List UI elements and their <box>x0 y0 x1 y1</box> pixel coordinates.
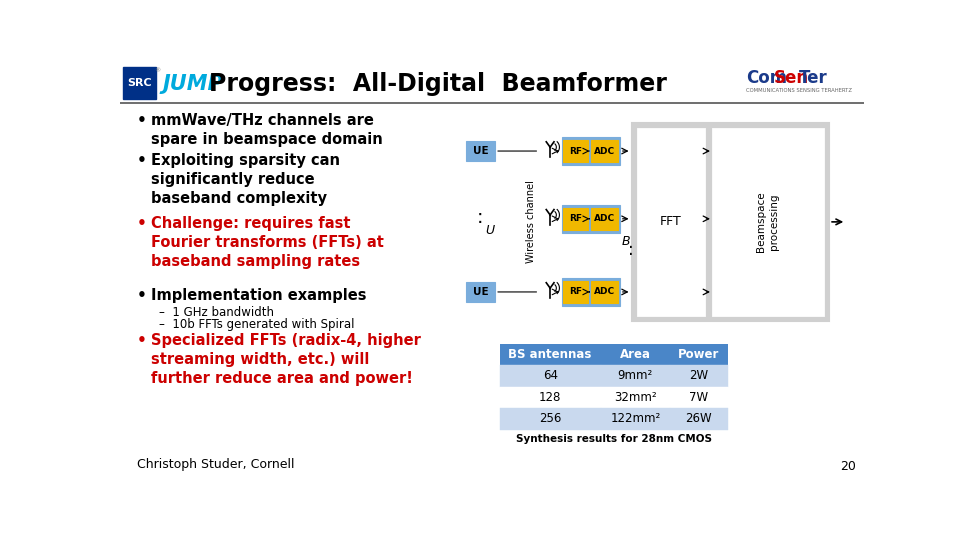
Text: ADC: ADC <box>594 146 615 156</box>
Bar <box>632 123 829 321</box>
Bar <box>601 343 670 365</box>
Text: Sen: Sen <box>774 69 808 87</box>
Bar <box>601 387 670 408</box>
Text: Challenge: requires fast
Fourier transforms (FFTs) at
baseband sampling rates: Challenge: requires fast Fourier transfo… <box>151 215 384 269</box>
Text: mmWave/THz channels are
spare in beamspace domain: mmWave/THz channels are spare in beamspa… <box>151 112 383 147</box>
Text: 20: 20 <box>840 460 856 473</box>
Text: ®: ® <box>155 69 160 73</box>
Text: BS antennas: BS antennas <box>509 348 591 361</box>
Bar <box>562 278 620 306</box>
Text: RF: RF <box>569 214 582 224</box>
Text: 128: 128 <box>539 391 562 404</box>
Text: Christoph Studer, Cornell: Christoph Studer, Cornell <box>137 458 295 471</box>
Text: 256: 256 <box>539 413 562 426</box>
Bar <box>466 282 495 302</box>
Bar <box>601 365 670 387</box>
Bar <box>562 205 620 233</box>
Bar <box>500 408 601 430</box>
Text: U: U <box>485 224 494 237</box>
Text: :: : <box>628 241 634 259</box>
Text: 122mm²: 122mm² <box>611 413 660 426</box>
Bar <box>713 129 823 315</box>
Bar <box>500 387 601 408</box>
Text: UE: UE <box>472 146 489 156</box>
Bar <box>500 343 601 365</box>
Text: •: • <box>137 153 147 167</box>
Text: 9mm²: 9mm² <box>617 369 653 382</box>
Text: FFT: FFT <box>660 215 682 228</box>
Text: 26W: 26W <box>685 413 712 426</box>
Bar <box>500 365 601 387</box>
Bar <box>670 387 729 408</box>
Text: Ter: Ter <box>799 69 828 87</box>
Text: ADC: ADC <box>594 214 615 224</box>
Text: •: • <box>137 333 147 348</box>
Text: •: • <box>137 112 147 127</box>
Text: B: B <box>622 235 631 248</box>
Text: 64: 64 <box>542 369 558 382</box>
Text: Progress:  All-Digital  Beamformer: Progress: All-Digital Beamformer <box>209 72 667 96</box>
Text: Wireless channel: Wireless channel <box>526 180 536 263</box>
Bar <box>564 208 588 230</box>
Text: JUMP: JUMP <box>162 74 224 94</box>
Bar <box>670 408 729 430</box>
Text: –  1 GHz bandwidth: – 1 GHz bandwidth <box>158 306 274 319</box>
Bar <box>466 141 495 161</box>
Text: –  10b FFTs generated with Spiral: – 10b FFTs generated with Spiral <box>158 318 354 331</box>
Bar <box>591 281 618 303</box>
Text: Com: Com <box>746 69 787 87</box>
Text: 2W: 2W <box>689 369 708 382</box>
Text: 7W: 7W <box>689 391 708 404</box>
Bar <box>601 408 670 430</box>
Text: Beamspace
processing: Beamspace processing <box>756 192 780 252</box>
Text: •: • <box>137 288 147 303</box>
Text: RF: RF <box>569 287 582 296</box>
Text: UE: UE <box>472 287 489 297</box>
Text: Specialized FFTs (radix-4, higher
streaming width, etc.) will
further reduce are: Specialized FFTs (radix-4, higher stream… <box>151 333 420 386</box>
Bar <box>670 365 729 387</box>
Text: COMMUNICATIONS SENSING TERAHERTZ: COMMUNICATIONS SENSING TERAHERTZ <box>746 89 852 93</box>
Bar <box>564 140 588 162</box>
Bar <box>564 281 588 303</box>
Text: RF: RF <box>569 146 582 156</box>
Text: Power: Power <box>678 348 720 361</box>
Text: :: : <box>477 208 484 227</box>
Text: Area: Area <box>620 348 651 361</box>
Bar <box>670 343 729 365</box>
Text: Exploiting sparsity can
significantly reduce
baseband complexity: Exploiting sparsity can significantly re… <box>151 153 340 206</box>
Bar <box>123 67 156 99</box>
Text: ADC: ADC <box>594 287 615 296</box>
Bar <box>637 129 704 315</box>
Text: 32mm²: 32mm² <box>614 391 657 404</box>
Text: •: • <box>137 215 147 231</box>
Text: SRC: SRC <box>127 78 152 88</box>
Text: Implementation examples: Implementation examples <box>151 288 367 303</box>
Bar <box>562 137 620 165</box>
Bar <box>591 208 618 230</box>
Bar <box>591 140 618 162</box>
Text: Synthesis results for 28nm CMOS: Synthesis results for 28nm CMOS <box>516 434 711 444</box>
